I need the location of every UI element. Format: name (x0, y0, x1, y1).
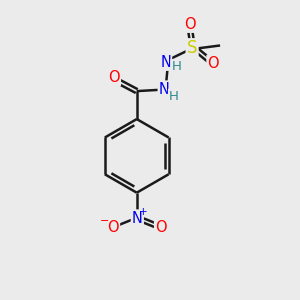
Text: S: S (187, 39, 197, 57)
Text: O: O (155, 220, 167, 235)
Text: N: N (159, 82, 170, 97)
Text: N: N (132, 211, 143, 226)
Text: O: O (184, 17, 196, 32)
Text: H: H (169, 90, 179, 103)
Text: O: O (107, 220, 119, 235)
Text: O: O (108, 70, 120, 85)
Text: +: + (139, 206, 148, 217)
Text: N: N (160, 55, 171, 70)
Text: −: − (100, 216, 109, 226)
Text: H: H (171, 60, 181, 73)
Text: O: O (208, 56, 219, 70)
